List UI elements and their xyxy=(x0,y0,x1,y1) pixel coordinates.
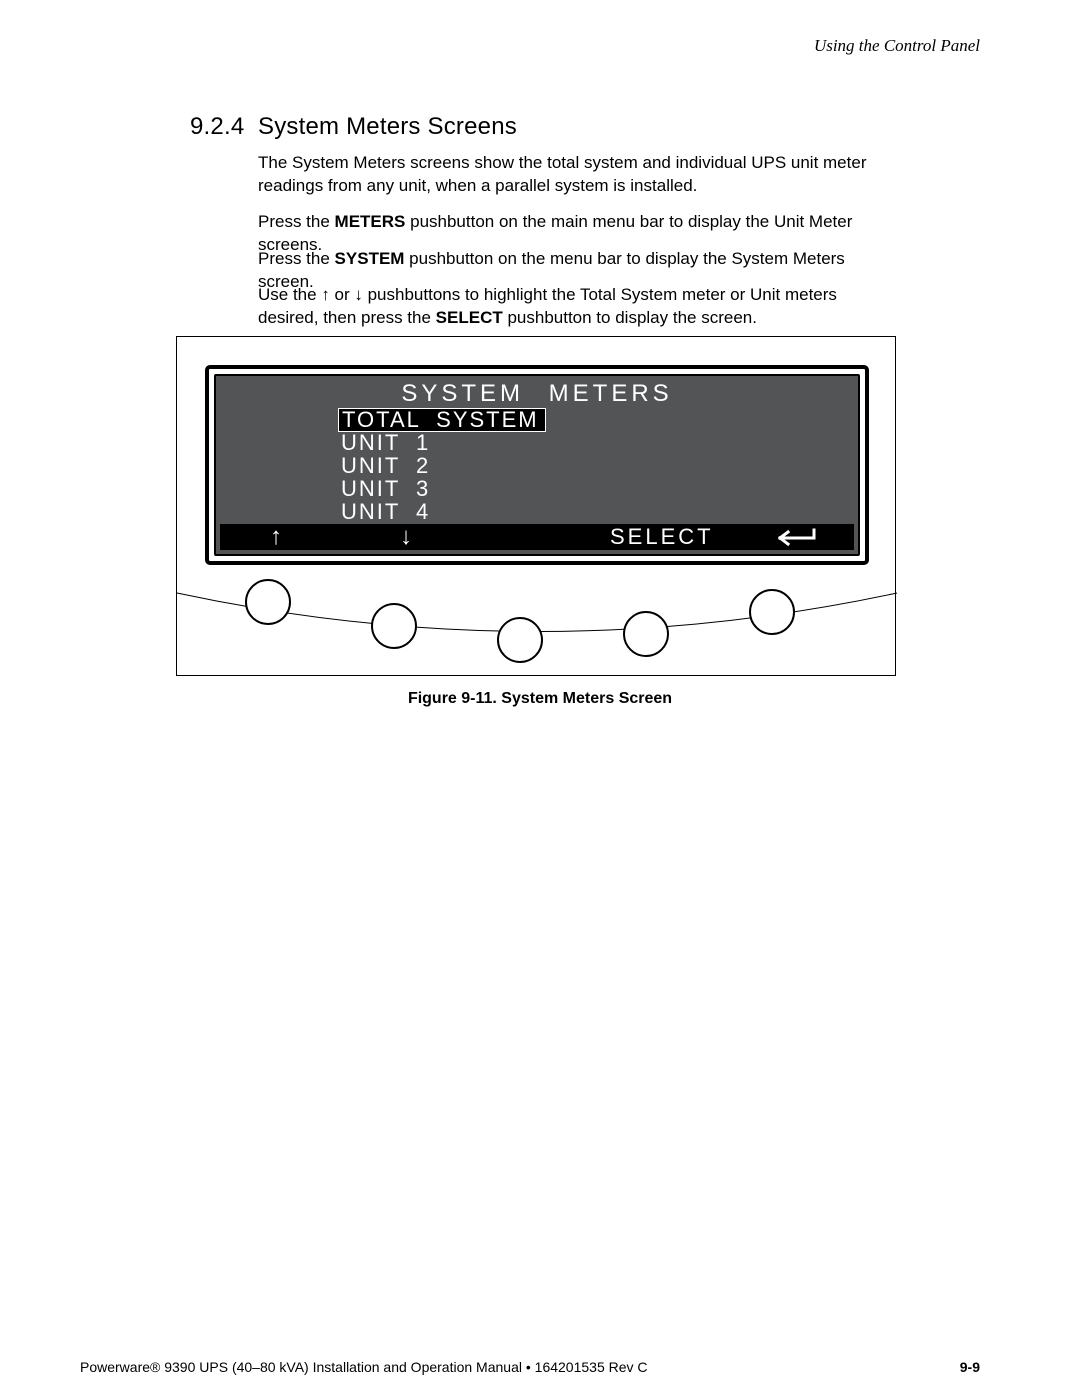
section-title: System Meters Screens xyxy=(258,113,517,141)
paragraph-1: The System Meters screens show the total… xyxy=(258,152,898,198)
down-arrow-icon: ↓ xyxy=(354,285,363,304)
footer-page-number: 9-9 xyxy=(960,1359,980,1375)
text: Press the xyxy=(258,212,335,231)
lcd-item-unit-1[interactable]: UNIT 1 xyxy=(338,432,436,454)
lcd-title: SYSTEM METERS xyxy=(216,380,858,408)
system-keyword: SYSTEM xyxy=(335,249,405,268)
lcd-item-unit-2[interactable]: UNIT 2 xyxy=(338,455,436,477)
softkey-enter-icon xyxy=(770,524,818,550)
text: or xyxy=(330,285,355,304)
text: Press the xyxy=(258,249,335,268)
panel-button-5[interactable] xyxy=(749,589,795,635)
softkey-down-icon: ↓ xyxy=(400,524,415,550)
lcd-item-unit-4[interactable]: UNIT 4 xyxy=(338,501,436,523)
paragraph-4: Use the ↑ or ↓ pushbuttons to highlight … xyxy=(258,284,898,330)
meters-keyword: METERS xyxy=(335,212,406,231)
select-keyword: SELECT xyxy=(436,308,503,327)
up-arrow-icon: ↑ xyxy=(321,285,330,304)
lcd-screen: SYSTEM METERS TOTAL SYSTEM UNIT 1 UNIT 2… xyxy=(214,374,860,556)
lcd-menu: TOTAL SYSTEM UNIT 1 UNIT 2 UNIT 3 UNIT 4 xyxy=(338,408,546,524)
softkey-select: SELECT xyxy=(610,524,714,550)
footer-left: Powerware® 9390 UPS (40–80 kVA) Installa… xyxy=(80,1359,648,1375)
figure-caption: Figure 9-11. System Meters Screen xyxy=(0,690,1080,708)
lcd-item-unit-3[interactable]: UNIT 3 xyxy=(338,478,436,500)
panel-button-4[interactable] xyxy=(623,611,669,657)
lcd-softkey-bar: ↑ ↓ SELECT xyxy=(220,524,854,550)
running-header: Using the Control Panel xyxy=(814,36,980,56)
panel-button-2[interactable] xyxy=(371,603,417,649)
figure-panel: SYSTEM METERS TOTAL SYSTEM UNIT 1 UNIT 2… xyxy=(176,336,896,676)
panel-button-1[interactable] xyxy=(245,579,291,625)
lcd-item-total-system[interactable]: TOTAL SYSTEM xyxy=(338,408,546,432)
section-number: 9.2.4 xyxy=(190,113,244,141)
panel-button-3[interactable] xyxy=(497,617,543,663)
softkey-up-icon: ↑ xyxy=(270,524,285,550)
lcd-bezel: SYSTEM METERS TOTAL SYSTEM UNIT 1 UNIT 2… xyxy=(205,365,869,565)
text: pushbutton to display the screen. xyxy=(503,308,757,327)
text: Use the xyxy=(258,285,321,304)
